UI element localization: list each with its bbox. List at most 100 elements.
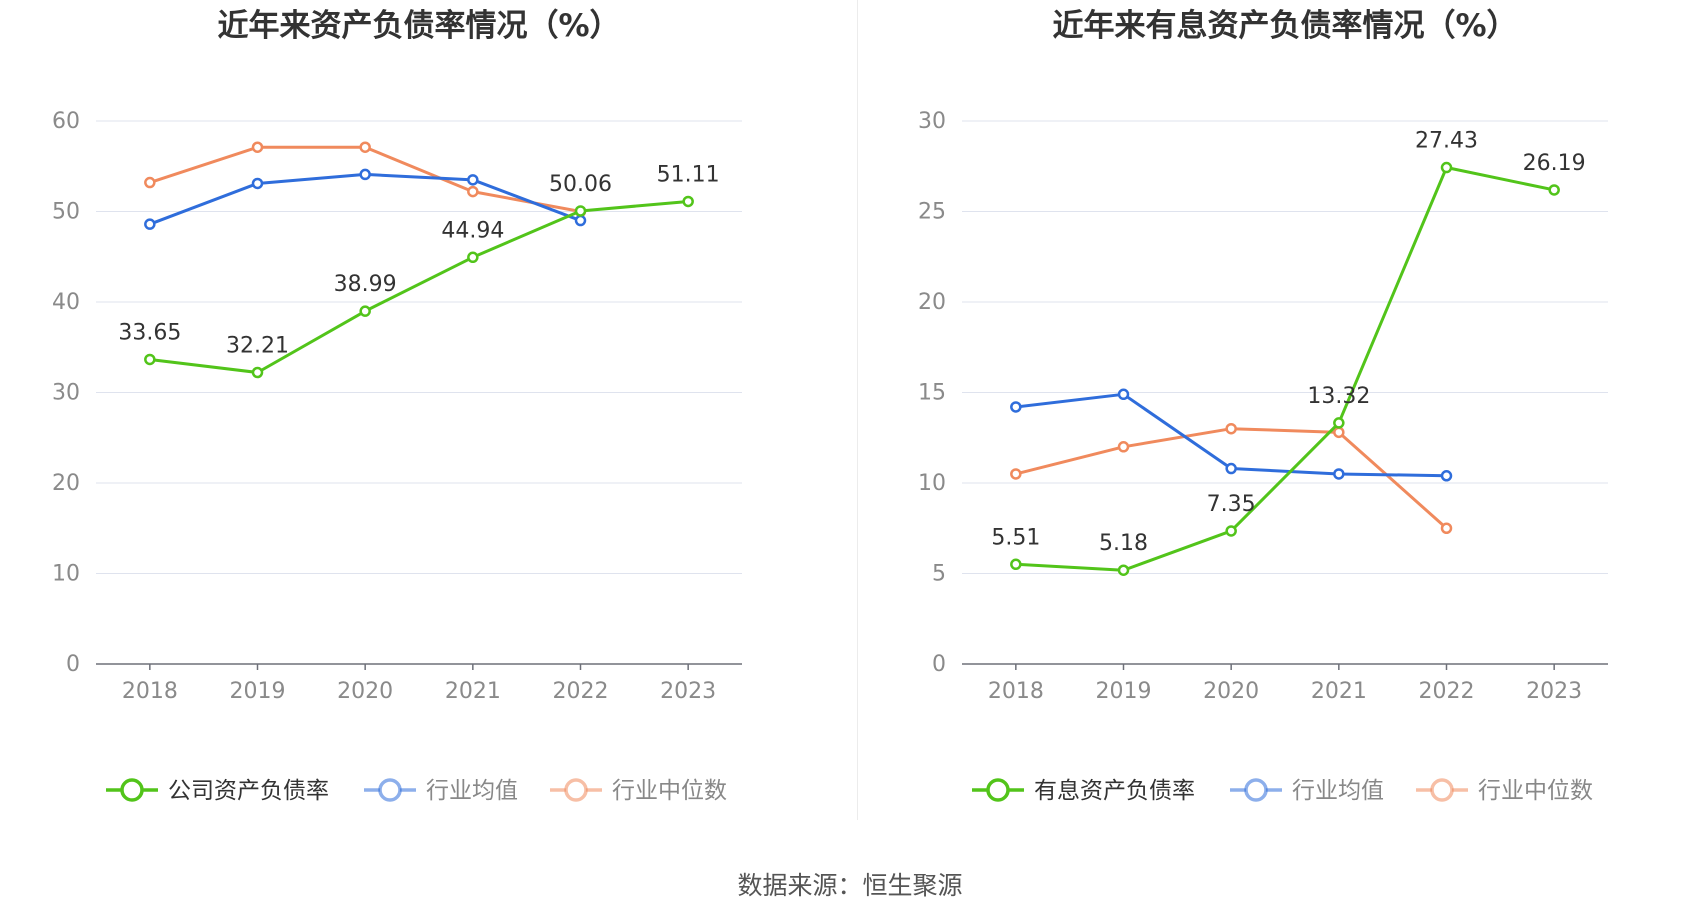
data-point[interactable] — [1225, 462, 1237, 475]
x-tick-label: 2019 — [230, 679, 286, 704]
data-point[interactable] — [359, 141, 371, 153]
data-point[interactable] — [1440, 470, 1453, 482]
x-tick-label: 2020 — [337, 679, 393, 704]
y-tick-label: 30 — [918, 109, 946, 134]
data-label: 27.43 — [1415, 129, 1478, 154]
data-label: 13.32 — [1307, 384, 1370, 409]
x-tick-label: 2019 — [1096, 679, 1152, 704]
data-point[interactable] — [1333, 426, 1345, 439]
data-point[interactable] — [574, 214, 587, 227]
data-point[interactable] — [251, 141, 264, 153]
data-point[interactable] — [682, 195, 694, 208]
legend-label: 行业中位数 — [612, 778, 727, 804]
data-point[interactable] — [1117, 388, 1130, 401]
y-tick-label: 5 — [932, 562, 946, 587]
y-tick-label: 30 — [52, 381, 80, 406]
data-point[interactable] — [1548, 184, 1560, 196]
data-point[interactable] — [144, 353, 156, 366]
data-point[interactable] — [1333, 417, 1345, 429]
data-label: 50.06 — [549, 172, 612, 197]
chart-title: 近年来资产负债率情况（%） — [217, 8, 620, 44]
data-point[interactable] — [251, 177, 264, 190]
data-point[interactable] — [467, 251, 479, 264]
data-point[interactable] — [1333, 468, 1345, 480]
data-label: 32.21 — [226, 333, 289, 358]
data-label: 38.99 — [334, 272, 397, 297]
interest-debt-ratio-chart: 近年来有息资产负债率情况（%） 0 5 10 15 20 25 30 2018 2019 2020 2… — [918, 8, 1608, 804]
legend-marker-icon — [378, 778, 402, 802]
y-tick-label: 25 — [918, 200, 946, 225]
y-tick-label: 40 — [52, 290, 80, 315]
x-tick-label: 2023 — [660, 679, 716, 704]
x-tick-label: 2018 — [122, 679, 178, 704]
series-1 — [144, 168, 587, 230]
data-point[interactable] — [1117, 441, 1130, 453]
chart-title: 近年来有息资产负债率情况（%） — [1052, 8, 1517, 44]
debt-ratio-chart: 近年来资产负债率情况（%） 0 10 20 30 40 50 60 2018 2019 2020 20… — [52, 8, 742, 804]
data-point[interactable] — [144, 218, 156, 230]
data-point[interactable] — [359, 168, 371, 181]
data-label: 7.35 — [1207, 492, 1256, 517]
series-0: 33.65 32.21 38.99 44.94 50.06 51.11 — [118, 162, 720, 379]
legend-item-2[interactable]: 行业中位数 — [1416, 778, 1593, 804]
data-point[interactable] — [467, 185, 479, 198]
legend-label: 行业均值 — [426, 778, 518, 804]
x-tick-label: 2020 — [1203, 679, 1259, 704]
panel-divider — [857, 0, 858, 820]
y-tick-label: 0 — [932, 652, 946, 677]
series-0: 5.51 5.18 7.35 13.32 27.43 26.19 — [991, 129, 1586, 576]
y-tick-label: 60 — [52, 109, 80, 134]
data-point[interactable] — [1225, 525, 1237, 537]
data-point[interactable] — [1440, 161, 1453, 174]
data-point[interactable] — [1117, 564, 1130, 576]
data-point[interactable] — [144, 176, 156, 189]
data-label: 33.65 — [118, 320, 181, 345]
legend-marker-icon — [1430, 778, 1454, 802]
legend-label: 行业中位数 — [1478, 778, 1593, 804]
legend-marker-icon — [564, 778, 588, 802]
right-chart-panel: 近年来有息资产负债率情况（%） 0 5 10 15 20 25 30 2018 2019 2020 2… — [866, 0, 1700, 830]
y-tick-label: 10 — [52, 562, 80, 587]
x-tick-label: 2022 — [1419, 679, 1475, 704]
legend-label: 有息资产负债率 — [1034, 778, 1195, 804]
legend-label: 公司资产负债率 — [168, 778, 329, 804]
y-tick-label: 20 — [52, 471, 80, 496]
x-tick-label: 2023 — [1526, 679, 1582, 704]
legend-item-0[interactable]: 有息资产负债率 — [972, 778, 1195, 804]
data-label: 5.51 — [991, 525, 1040, 550]
data-label: 5.18 — [1099, 531, 1148, 556]
data-point[interactable] — [574, 205, 587, 217]
legend-marker-icon — [120, 778, 144, 802]
series-line — [149, 199, 689, 374]
y-tick-label: 0 — [66, 652, 80, 677]
data-point[interactable] — [1010, 558, 1022, 571]
x-tick-label: 2021 — [445, 679, 501, 704]
legend-marker-icon — [1244, 778, 1268, 802]
left-chart-panel: 近年来资产负债率情况（%） 0 10 20 30 40 50 60 2018 2019 2020 20… — [0, 0, 850, 830]
legend-marker-icon — [986, 778, 1010, 802]
data-source-note: 数据来源：恒生聚源 — [737, 871, 963, 900]
data-point[interactable] — [1010, 401, 1022, 413]
legend-item-1[interactable]: 行业均值 — [364, 778, 518, 804]
data-label: 44.94 — [441, 218, 504, 243]
series-line — [1015, 166, 1555, 572]
y-tick-label: 50 — [52, 200, 80, 225]
data-point[interactable] — [251, 366, 264, 379]
y-tick-label: 20 — [918, 290, 946, 315]
data-point[interactable] — [359, 305, 371, 317]
data-point[interactable] — [1010, 468, 1022, 480]
data-point[interactable] — [1225, 422, 1237, 435]
legend-item-0[interactable]: 公司资产负债率 — [106, 778, 329, 804]
x-tick-label: 2021 — [1311, 679, 1367, 704]
data-label: 26.19 — [1523, 151, 1586, 176]
x-tick-label: 2022 — [553, 679, 609, 704]
series-1 — [1010, 388, 1453, 482]
legend-item-1[interactable]: 行业均值 — [1230, 778, 1384, 804]
data-point[interactable] — [1440, 522, 1453, 534]
legend-label: 行业均值 — [1292, 778, 1384, 804]
legend-item-2[interactable]: 行业中位数 — [550, 778, 727, 804]
y-tick-label: 15 — [918, 381, 946, 406]
data-label: 51.11 — [657, 162, 720, 187]
data-point[interactable] — [467, 174, 479, 186]
y-tick-label: 10 — [918, 471, 946, 496]
